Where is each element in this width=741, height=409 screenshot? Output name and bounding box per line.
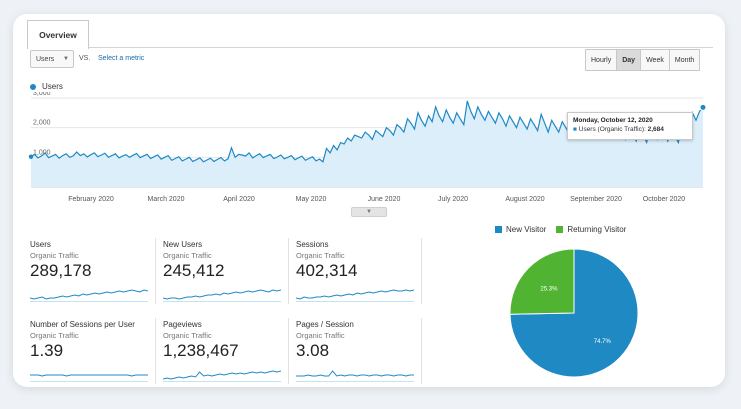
visitor-pie-chart[interactable]: 74.7% 25.3% bbox=[508, 247, 640, 379]
kpi-name: Pageviews bbox=[163, 320, 202, 329]
chart-legend: Users bbox=[30, 82, 63, 91]
kpi-segment: Organic Traffic bbox=[163, 331, 212, 340]
y-tick-label: 1,000 bbox=[33, 149, 51, 156]
kpi-value: 3.08 bbox=[296, 341, 330, 360]
kpi-divider bbox=[421, 318, 422, 384]
kpi-divider bbox=[421, 238, 422, 304]
chart-tooltip: Monday, October 12, 2020 ■ Users (Organi… bbox=[567, 112, 693, 140]
chevron-down-icon: ▼ bbox=[63, 56, 69, 62]
returning-visitor-swatch bbox=[556, 226, 564, 233]
tooltip-label: Users (Organic Traffic): bbox=[578, 126, 646, 133]
kpi-sparkline bbox=[30, 289, 148, 302]
pie-slice-new-visitor bbox=[509, 248, 639, 378]
new-visitor-legend-label: New Visitor bbox=[506, 225, 547, 234]
x-tick-label: June 2020 bbox=[368, 196, 401, 203]
kpi-name: Sessions bbox=[296, 240, 329, 249]
users-legend-marker bbox=[30, 83, 36, 90]
returning-visitor-legend-label: Returning Visitor bbox=[567, 225, 627, 234]
pie-slice-label: 25.3% bbox=[540, 286, 558, 292]
sparkline-path bbox=[296, 289, 414, 300]
x-tick-label: October 2020 bbox=[643, 196, 686, 203]
kpi-divider bbox=[288, 238, 289, 304]
kpi-divider bbox=[155, 318, 156, 384]
kpi-sparkline bbox=[163, 370, 281, 382]
period-toggle: Hourly Day Week Month bbox=[585, 49, 701, 71]
pie-slice-label: 74.7% bbox=[594, 339, 612, 345]
tooltip-date: Monday, October 12, 2020 bbox=[573, 117, 653, 124]
x-tick-label: March 2020 bbox=[148, 196, 185, 203]
kpi-sessions-per-user[interactable]: Number of Sessions per User Organic Traf… bbox=[30, 320, 148, 382]
vs-label: VS. bbox=[79, 55, 91, 62]
users-legend-label: Users bbox=[42, 82, 63, 91]
kpi-segment: Organic Traffic bbox=[296, 251, 345, 260]
period-hourly-button[interactable]: Hourly bbox=[585, 49, 618, 71]
users-line-chart[interactable]: 3,000 2,000 1,000 February 2020 March 2020 Ap… bbox=[25, 92, 709, 208]
metric-dropdown-label: Users bbox=[36, 55, 55, 63]
tooltip-line: ■ Users (Organic Traffic): 2,684 bbox=[573, 126, 687, 133]
users-start-point bbox=[28, 154, 34, 159]
x-tick-label: April 2020 bbox=[223, 196, 255, 203]
kpi-divider bbox=[155, 238, 156, 304]
kpi-sparkline bbox=[296, 370, 414, 382]
kpi-sessions[interactable]: Sessions Organic Traffic 402,314 bbox=[296, 240, 414, 302]
kpi-segment: Organic Traffic bbox=[30, 251, 79, 260]
sparkline-path bbox=[296, 370, 414, 377]
kpi-value: 1,238,467 bbox=[163, 341, 239, 360]
kpi-sparkline bbox=[163, 289, 281, 302]
kpi-name: Users bbox=[30, 240, 51, 249]
metric-dropdown[interactable]: Users ▼ bbox=[30, 50, 74, 68]
sparkline-path bbox=[30, 374, 148, 377]
sparkline-path bbox=[163, 370, 281, 380]
period-month-button[interactable]: Month bbox=[668, 49, 701, 71]
period-week-button[interactable]: Week bbox=[640, 49, 670, 71]
kpi-value: 289,178 bbox=[30, 261, 92, 280]
tab-divider bbox=[27, 47, 713, 48]
chevron-down-icon: ▼ bbox=[366, 209, 372, 215]
kpi-value: 402,314 bbox=[296, 261, 358, 280]
tab-overview[interactable]: Overview bbox=[27, 20, 89, 49]
kpi-name: Number of Sessions per User bbox=[30, 320, 135, 329]
kpi-segment: Organic Traffic bbox=[163, 251, 212, 260]
sparkline-path bbox=[30, 289, 148, 300]
tooltip-value: 2,684 bbox=[647, 126, 664, 133]
kpi-value: 1.39 bbox=[30, 341, 64, 360]
kpi-name: Pages / Session bbox=[296, 320, 354, 329]
pie-legend: New Visitor Returning Visitor bbox=[495, 225, 636, 234]
kpi-segment: Organic Traffic bbox=[30, 331, 79, 340]
tooltip-marker: ■ bbox=[573, 126, 577, 133]
kpi-value: 245,412 bbox=[163, 261, 225, 280]
kpi-divider bbox=[288, 318, 289, 384]
kpi-new-users[interactable]: New Users Organic Traffic 245,412 bbox=[163, 240, 281, 302]
x-tick-label: May 2020 bbox=[296, 196, 327, 203]
pie-legend-returning-visitor[interactable]: Returning Visitor bbox=[556, 225, 626, 234]
users-highlight-point bbox=[699, 103, 707, 111]
x-tick-label: February 2020 bbox=[68, 196, 114, 203]
pie-slice-returning-visitor bbox=[509, 248, 575, 315]
x-tick-label: July 2020 bbox=[438, 196, 468, 203]
x-tick-label: September 2020 bbox=[570, 196, 622, 203]
y-tick-label: 2,000 bbox=[33, 120, 51, 127]
x-tick-label: August 2020 bbox=[505, 196, 544, 203]
kpi-sparkline bbox=[30, 374, 148, 382]
y-tick-label: 3,000 bbox=[33, 92, 51, 97]
new-visitor-swatch bbox=[495, 226, 502, 233]
kpi-users[interactable]: Users Organic Traffic 289,178 bbox=[30, 240, 148, 302]
kpi-pageviews[interactable]: Pageviews Organic Traffic 1,238,467 bbox=[163, 320, 281, 382]
users-area bbox=[31, 101, 703, 187]
sparkline-path bbox=[163, 289, 281, 300]
chart-collapse-handle[interactable]: ▼ bbox=[351, 207, 387, 217]
overview-card: Overview Users ▼ VS. Select a metric Hou… bbox=[13, 14, 725, 387]
kpi-segment: Organic Traffic bbox=[296, 331, 345, 340]
kpi-pages-per-session[interactable]: Pages / Session Organic Traffic 3.08 bbox=[296, 320, 414, 382]
kpi-sparkline bbox=[296, 289, 414, 302]
kpi-name: New Users bbox=[163, 240, 203, 249]
pie-legend-new-visitor[interactable]: New Visitor bbox=[495, 225, 546, 234]
period-day-button[interactable]: Day bbox=[616, 49, 642, 71]
select-metric-link[interactable]: Select a metric bbox=[98, 55, 145, 62]
